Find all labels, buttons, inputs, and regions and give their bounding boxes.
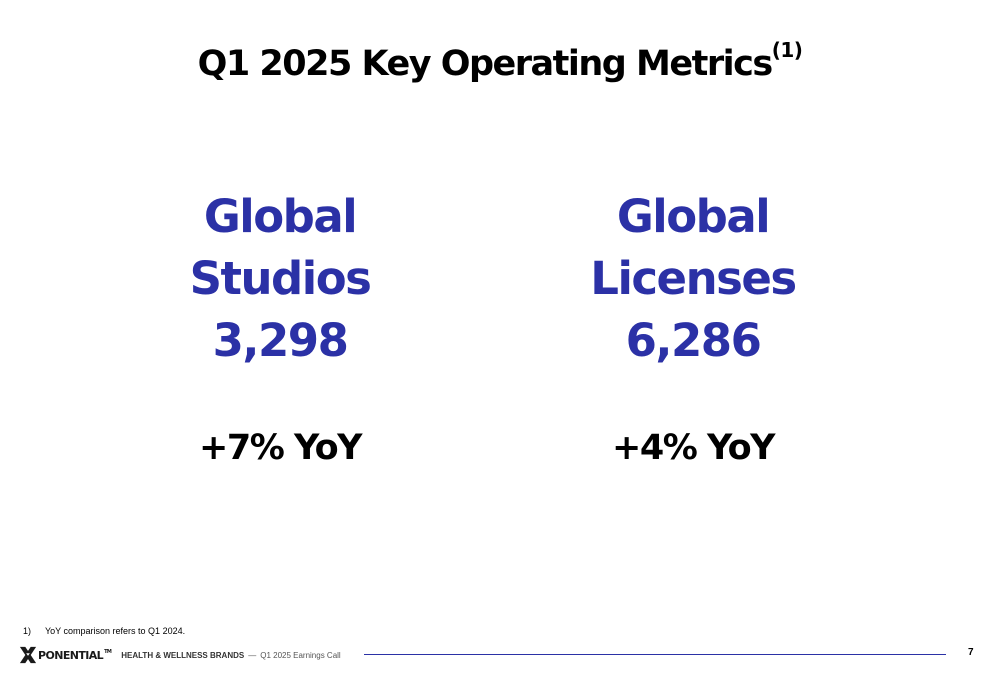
footnote-text: YoY comparison refers to Q1 2024. <box>45 626 186 636</box>
metric-global-licenses: Global Licenses 6,286 <box>543 186 843 372</box>
footnote-number: 1) <box>23 626 32 636</box>
metric-value: 3,298 <box>212 314 349 367</box>
footer: PONENTIALTM HEALTH & WELLNESS BRANDS — Q… <box>19 645 341 665</box>
xponential-logo: PONENTIALTM <box>19 645 112 665</box>
licenses-yoy-change: +4% YoY <box>612 428 775 468</box>
brand-tagline: HEALTH & WELLNESS BRANDS <box>121 650 245 660</box>
metric-label-line2: Licenses <box>590 252 797 305</box>
studios-yoy-change: +7% YoY <box>199 428 362 468</box>
footer-separator: — <box>248 650 257 660</box>
logo-trademark: TM <box>104 648 112 655</box>
footnote: 1) YoY comparison refers to Q1 2024. <box>23 626 185 636</box>
earnings-call-label: Q1 2025 Earnings Call <box>260 650 341 660</box>
logo-wordmark: PONENTIALTM <box>38 648 112 662</box>
page-title: Q1 2025 Key Operating Metrics(1) <box>0 38 1000 84</box>
title-footnote-marker: (1) <box>771 38 803 62</box>
metric-label-line2: Studios <box>189 252 372 305</box>
metric-value: 6,286 <box>625 314 762 367</box>
metric-label-line1: Global <box>616 190 771 243</box>
page-title-text: Q1 2025 Key Operating Metrics <box>197 44 774 84</box>
footer-divider-line <box>364 654 946 655</box>
page-number: 7 <box>968 647 974 658</box>
metric-global-studios: Global Studios 3,298 <box>130 186 430 372</box>
metric-label-line1: Global <box>203 190 358 243</box>
x-mark-icon <box>19 646 37 664</box>
